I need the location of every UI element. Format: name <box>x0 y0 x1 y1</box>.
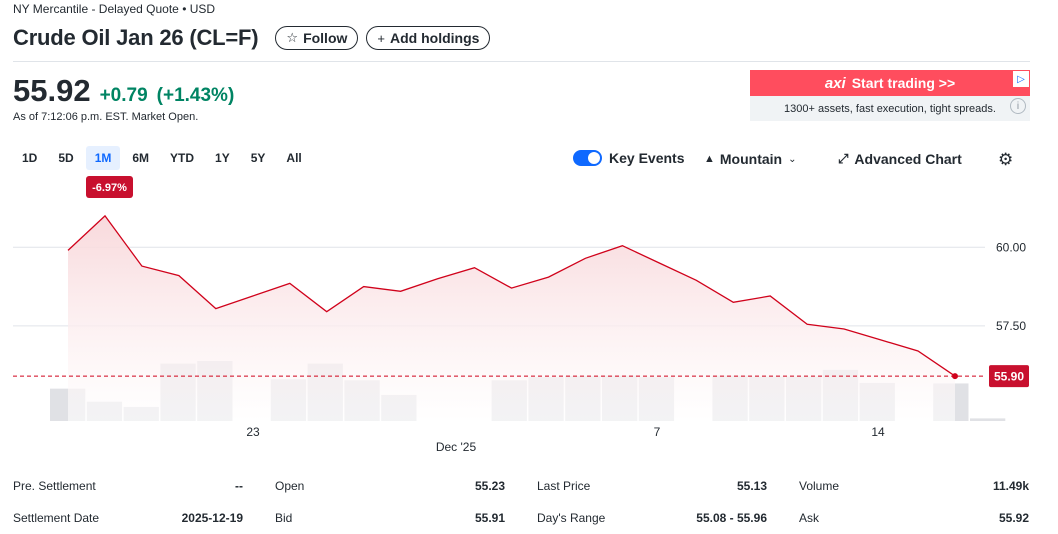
price-area <box>68 215 955 421</box>
last-price-label-box <box>989 365 1029 388</box>
stat-label: Bid <box>275 511 293 525</box>
gear-icon[interactable]: ⚙ <box>998 150 1014 169</box>
stat-label: Ask <box>799 511 820 525</box>
price-change-percent: (+1.43%) <box>156 85 235 106</box>
current-price: 55.92 <box>13 73 91 108</box>
range-tab-1m[interactable]: 1M <box>85 146 121 170</box>
stat-value: 2025-12-19 <box>181 511 243 525</box>
header-divider <box>13 61 1030 62</box>
time-range-selector: 1D 5D 1M 6M YTD 1Y 5Y All <box>13 146 314 170</box>
stat-label: Last Price <box>537 479 591 493</box>
chart-type-dropdown[interactable]: ▲ Mountain ⌄ <box>704 151 797 167</box>
add-holdings-label: Add holdings <box>389 30 480 46</box>
ad-choices-icon[interactable]: ▷ <box>1013 71 1029 87</box>
exchange-info: NY Mercantile - Delayed Quote • USD <box>13 2 216 16</box>
stat-item: Pre. Settlement -- <box>13 479 243 493</box>
stat-label: Day's Range <box>537 511 606 525</box>
star-icon: ☆ <box>286 30 299 45</box>
title-row: Crude Oil Jan 26 (CL=F) ☆ Follow + Add h… <box>13 25 498 51</box>
follow-button[interactable]: ☆ Follow <box>275 26 359 50</box>
stat-item: Volume 11.49k <box>799 479 1029 493</box>
last-price-label: 55.90 <box>994 370 1024 384</box>
add-holdings-button[interactable]: + Add holdings <box>366 26 491 50</box>
stat-item: Last Price 55.13 <box>537 479 767 493</box>
range-tab-1y[interactable]: 1Y <box>215 151 230 165</box>
range-tab-all[interactable]: All <box>286 151 302 165</box>
stat-value: 55.23 <box>474 479 505 493</box>
chevron-down-icon: ⌄ <box>788 153 797 165</box>
range-tab-ytd[interactable]: YTD <box>170 151 195 165</box>
x-tick-label: 23 <box>246 425 260 439</box>
key-events-toggle[interactable] <box>573 150 602 166</box>
volume-bar <box>970 418 1006 421</box>
key-events-label: Key Events <box>609 150 685 166</box>
stat-label: Settlement Date <box>13 511 100 525</box>
x-tick-label: 14 <box>871 425 885 439</box>
range-tab-5y[interactable]: 5Y <box>250 151 266 165</box>
mountain-icon: ▲ <box>704 153 715 165</box>
stat-value: 11.49k <box>992 479 1029 493</box>
stat-value: 55.92 <box>998 511 1029 525</box>
chart-type-label: Mountain <box>719 151 783 167</box>
ad-tagline: 1300+ assets, fast execution, tight spre… <box>784 102 996 115</box>
range-tab-6m[interactable]: 6M <box>132 151 150 165</box>
stat-value: 55.91 <box>474 511 505 525</box>
follow-label: Follow <box>303 30 348 46</box>
stat-label: Volume <box>799 479 840 493</box>
stat-item: Settlement Date 2025-12-19 <box>13 511 243 525</box>
stat-item: Ask 55.92 <box>799 511 1029 525</box>
expand-icon: ⤢ <box>838 151 849 166</box>
advertisement[interactable]: axi Start trading >> 1300+ assets, fast … <box>750 70 1030 121</box>
ad-brand-logo: axi <box>824 74 846 92</box>
stats-row: Pre. Settlement -- Open 55.23 Last Price 55.1… <box>13 470 1030 502</box>
stat-value: 55.13 <box>736 479 767 493</box>
stat-label: Open <box>275 479 305 493</box>
quote-price-row: 55.92 +0.79 (+1.43%) <box>13 73 243 109</box>
info-icon[interactable]: i <box>1010 98 1026 114</box>
advanced-chart-button[interactable]: ⤢ Advanced Chart <box>838 151 962 167</box>
key-events-control[interactable]: Key Events <box>573 150 684 166</box>
change-annotation: -6.97% <box>92 182 127 194</box>
x-tick-label: 7 <box>654 425 661 439</box>
advanced-chart-label: Advanced Chart <box>854 151 962 167</box>
page-title: Crude Oil Jan 26 (CL=F) <box>13 25 259 50</box>
change-annotation-box <box>86 176 133 198</box>
ad-cta[interactable]: Start trading >> <box>851 75 956 91</box>
stats-row: Settlement Date 2025-12-19 Bid 55.91 Day's R… <box>13 502 1030 534</box>
stat-item: Bid 55.91 <box>275 511 505 525</box>
range-tab-5d[interactable]: 5D <box>58 151 74 165</box>
price-chart[interactable]: 60.00 57.50 55.90 -6.97% 23 Dec '25 7 14 <box>0 175 1058 460</box>
stat-value: 55.08 - 55.96 <box>696 511 767 525</box>
range-tab-1d[interactable]: 1D <box>22 151 38 165</box>
y-tick-label: 60.00 <box>996 240 1026 254</box>
stat-item: Day's Range 55.08 - 55.96 <box>537 511 767 525</box>
quote-timestamp: As of 7:12:06 p.m. EST. Market Open. <box>13 111 199 123</box>
price-change: +0.79 <box>99 85 148 106</box>
last-price-marker <box>952 373 958 380</box>
quote-statistics: Pre. Settlement -- Open 55.23 Last Price 55.1… <box>13 470 1030 534</box>
stat-item: Open 55.23 <box>275 479 505 493</box>
x-tick-label: Dec '25 <box>436 440 477 454</box>
ad-banner[interactable]: axi Start trading >> <box>750 70 1030 96</box>
plus-icon: + <box>377 30 385 46</box>
price-line <box>67 214 956 377</box>
stat-value: -- <box>235 479 243 493</box>
y-tick-label: 57.50 <box>996 319 1026 333</box>
stat-label: Pre. Settlement <box>13 479 96 493</box>
